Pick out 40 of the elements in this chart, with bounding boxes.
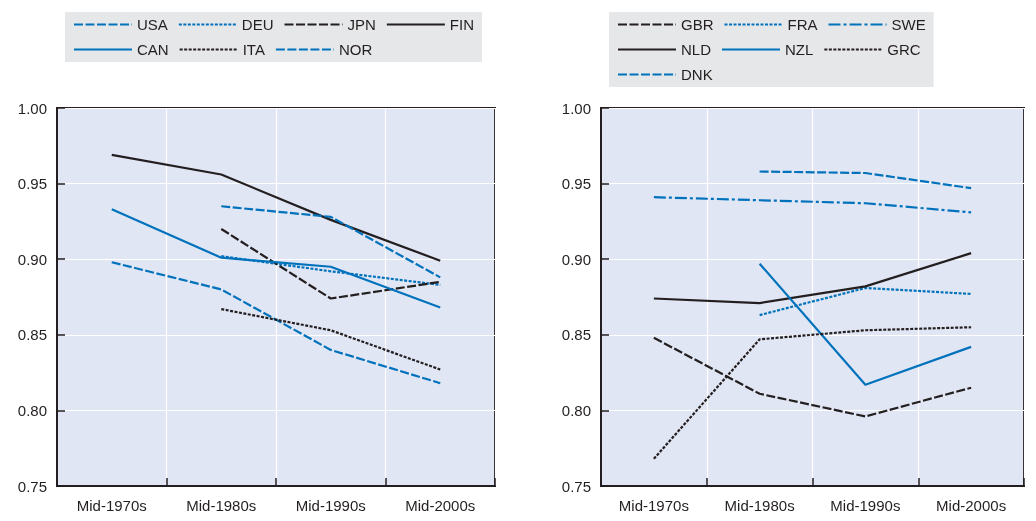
- x-tick-label: Mid-1990s: [830, 497, 901, 514]
- x-tick-label: Mid-1980s: [724, 497, 795, 514]
- legend-label: CAN: [137, 41, 169, 58]
- line-series: [110, 208, 442, 309]
- y-tick-label: 0.80: [17, 401, 47, 419]
- x-tick-label: Mid-2000s: [405, 497, 476, 514]
- line-series: [652, 326, 973, 460]
- line-series: [110, 261, 442, 385]
- y-tick-label: 0.75: [17, 477, 47, 495]
- legend-label: GBR: [681, 16, 714, 33]
- y-tick-label: 0.90: [17, 250, 47, 268]
- x-tick-label: Mid-1970s: [76, 497, 147, 514]
- legend-label: DNK: [681, 66, 713, 83]
- y-tick-label: 1.00: [17, 99, 47, 117]
- line-series: [652, 196, 973, 214]
- line-series: [110, 153, 442, 262]
- legend-label: NOR: [338, 41, 373, 58]
- y-tick-label: 0.75: [561, 477, 591, 495]
- legend-label: FIN: [449, 16, 475, 33]
- legend-label: USA: [137, 16, 168, 33]
- legend-label: NLD: [681, 41, 712, 58]
- legend-label: ITA: [242, 41, 265, 58]
- y-tick-label: 0.85: [17, 326, 47, 344]
- y-tick-label: 0.90: [561, 250, 591, 268]
- line-series: [652, 252, 973, 305]
- y-tick-label: 0.80: [561, 401, 591, 419]
- y-tick-label: 0.85: [561, 326, 591, 344]
- x-tick-label: Mid-2000s: [936, 497, 1007, 514]
- x-tick-label: Mid-1970s: [618, 497, 689, 514]
- legend-label: DEU: [241, 16, 274, 33]
- x-tick-label: Mid-1980s: [186, 497, 257, 514]
- legend-label: JPN: [347, 16, 376, 33]
- legend-label: FRA: [787, 16, 818, 33]
- legend-label: SWE: [891, 16, 926, 33]
- legend-label: NZL: [785, 41, 814, 58]
- y-tick-label: 1.00: [561, 99, 591, 117]
- x-tick-label: Mid-1990s: [295, 497, 366, 514]
- y-tick-label: 0.95: [561, 175, 591, 193]
- legend-label: GRC: [887, 41, 921, 58]
- y-tick-label: 0.95: [17, 175, 47, 193]
